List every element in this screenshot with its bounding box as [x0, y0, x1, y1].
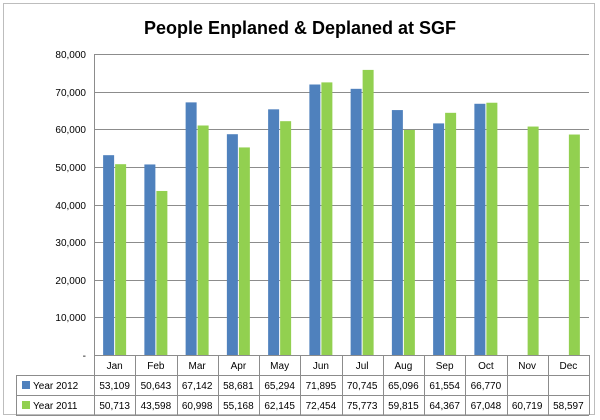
data-table: Jan Feb Mar Apr May Jun Jul Aug Sep Oct Nov Dec Year…: [16, 355, 590, 416]
data-label: 67,142: [182, 381, 213, 392]
legend-swatch: [22, 401, 30, 409]
data-label: 65,294: [264, 381, 295, 392]
y-tick-label: 50,000: [55, 163, 86, 174]
category-label: Jul: [356, 361, 369, 372]
chart-canvas: People Enplaned & Deplaned at SGF - 10,00…: [16, 18, 590, 416]
y-tick-label: 20,000: [55, 276, 86, 287]
category-label: Mar: [189, 361, 207, 372]
y-tick-label: 70,000: [55, 88, 86, 99]
bar-year-2011-dec: [568, 134, 580, 355]
data-label: 60,719: [512, 401, 543, 412]
y-tick-label: 30,000: [55, 238, 86, 249]
bar-year-2011-jan: [115, 164, 127, 355]
category-label: Feb: [147, 361, 165, 372]
y-tick-label: 80,000: [55, 50, 86, 61]
category-label: Apr: [231, 361, 247, 372]
category-label: Jan: [107, 361, 123, 372]
category-label: Sep: [436, 361, 454, 372]
y-axis-ticks: - 10,000 20,000 30,000 40,000 50,000 60,000 70,…: [55, 50, 86, 362]
bar-year-2012-apr: [226, 134, 238, 355]
bar-year-2011-oct: [486, 102, 498, 355]
data-label: 70,745: [347, 381, 378, 392]
chart-title: People Enplaned & Deplaned at SGF: [144, 18, 456, 38]
bar-year-2011-nov: [527, 126, 539, 355]
bar-year-2011-jun: [321, 82, 333, 356]
data-label: 61,554: [429, 381, 460, 392]
bar-year-2012-mar: [185, 102, 197, 355]
bar-year-2011-jul: [362, 69, 374, 356]
chart-frame: People Enplaned & Deplaned at SGF - 10,00…: [3, 3, 595, 416]
data-label: 62,145: [264, 401, 295, 412]
data-label: 67,048: [471, 401, 502, 412]
y-tick-label: 40,000: [55, 201, 86, 212]
category-label: Dec: [559, 361, 577, 372]
data-label: 50,643: [141, 381, 172, 392]
data-label: 43,598: [141, 401, 172, 412]
data-label: 72,454: [306, 401, 337, 412]
bar-year-2012-jul: [350, 88, 362, 356]
bar-year-2011-aug: [403, 129, 415, 355]
legend-label: Year 2011: [33, 401, 78, 412]
data-label: 65,096: [388, 381, 419, 392]
data-label: 64,367: [429, 401, 460, 412]
legend-swatch: [22, 381, 30, 389]
data-label: 71,895: [306, 381, 337, 392]
data-label: 66,770: [471, 381, 502, 392]
category-label: Aug: [394, 361, 412, 372]
y-tick-label: 60,000: [55, 125, 86, 136]
category-label: Nov: [518, 361, 536, 372]
data-label: 50,713: [99, 401, 130, 412]
data-label: 75,773: [347, 401, 378, 412]
bar-year-2012-jun: [309, 84, 321, 356]
data-label: 58,597: [553, 401, 584, 412]
data-label: 55,168: [223, 401, 254, 412]
category-label: Oct: [478, 361, 494, 372]
data-label: 59,815: [388, 401, 419, 412]
legend-label: Year 2012: [33, 381, 79, 392]
data-label: 53,109: [99, 381, 130, 392]
bar-year-2011-feb: [156, 190, 168, 355]
category-label: May: [270, 361, 289, 372]
bar-year-2012-aug: [391, 110, 403, 356]
bar-year-2012-jan: [103, 155, 115, 355]
data-label: 58,681: [223, 381, 254, 392]
bar-year-2012-feb: [144, 164, 156, 355]
category-label: Jun: [313, 361, 329, 372]
bar-year-2011-may: [280, 121, 292, 355]
bar-year-2011-sep: [445, 112, 457, 356]
bar-year-2012-sep: [433, 123, 445, 355]
gridlines: [94, 54, 589, 356]
data-label: 60,998: [182, 401, 213, 412]
bar-year-2012-may: [268, 109, 280, 355]
bar-year-2011-apr: [238, 147, 250, 355]
bar-year-2012-oct: [474, 103, 486, 355]
y-tick-label: -: [83, 351, 86, 362]
y-tick-label: 10,000: [55, 313, 86, 324]
bar-year-2011-mar: [197, 125, 209, 355]
bars: [103, 69, 580, 356]
